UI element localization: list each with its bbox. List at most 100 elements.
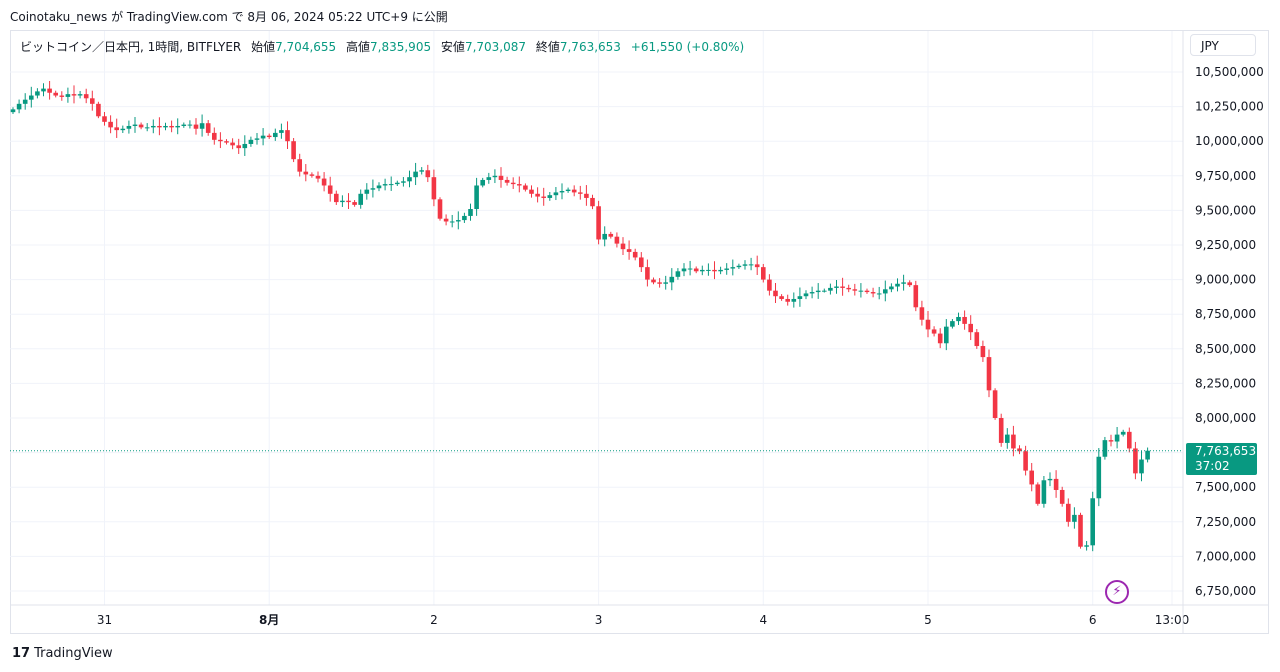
candle-body: [669, 276, 675, 283]
candle-body: [645, 267, 650, 280]
candle-body: [175, 125, 180, 128]
candle-body: [840, 286, 845, 288]
candle-body: [474, 185, 479, 210]
candle-body: [730, 267, 736, 269]
candle-body: [205, 123, 211, 133]
candle-body: [108, 121, 113, 128]
candle-body: [413, 171, 418, 178]
candle-body: [895, 283, 900, 287]
candle-body: [559, 191, 565, 193]
candle-body: [273, 132, 278, 138]
currency-button[interactable]: JPY: [1190, 34, 1256, 56]
candle-body: [144, 127, 150, 129]
candle-body: [224, 141, 229, 143]
candle-body: [712, 269, 717, 272]
candle-body: [614, 236, 620, 244]
candle-body: [797, 296, 803, 299]
y-tick-label: 9,250,000: [1195, 238, 1256, 252]
candle-body: [382, 184, 388, 186]
candle-body: [321, 178, 327, 186]
candle-body: [931, 329, 937, 334]
candle-body: [169, 125, 174, 128]
y-tick-label: 9,000,000: [1195, 273, 1256, 287]
candle-body: [791, 298, 797, 302]
candle-body: [126, 125, 132, 129]
y-tick-label: 7,000,000: [1195, 549, 1256, 563]
candle-body: [1029, 470, 1034, 485]
candle-body: [754, 264, 760, 268]
candle-body: [157, 125, 162, 128]
candle-body: [212, 132, 217, 140]
candle-body: [437, 199, 443, 219]
candle-body: [590, 197, 595, 207]
candle-body: [1145, 450, 1150, 460]
candle-body: [535, 193, 540, 197]
x-tick-label: 2: [430, 613, 438, 627]
open-value: 7,704,655: [275, 40, 337, 54]
candle-body: [22, 99, 28, 104]
candle-body: [10, 109, 16, 113]
candle-body: [1090, 498, 1095, 546]
lightning-bolt-icon[interactable]: ⚡: [1105, 580, 1129, 604]
y-tick-label: 8,500,000: [1195, 342, 1256, 356]
candle-body: [1127, 431, 1132, 449]
candle-body: [309, 174, 315, 176]
candle-body: [657, 282, 662, 284]
candle-body: [974, 332, 980, 347]
x-tick-label: 31: [97, 613, 112, 627]
candle-body: [248, 139, 254, 144]
y-tick-label: 10,000,000: [1195, 134, 1264, 148]
candle-body: [102, 116, 107, 122]
candle-body: [443, 218, 449, 222]
candle-body: [578, 192, 583, 194]
candle-body: [547, 195, 553, 198]
candle-body: [748, 264, 754, 266]
candle-body: [517, 184, 522, 186]
candle-body: [120, 128, 126, 131]
candle-body: [1114, 434, 1120, 442]
candle-body: [151, 125, 156, 128]
candle-body: [523, 185, 528, 190]
candle-body: [510, 182, 516, 185]
candle-body: [53, 92, 58, 96]
candle-body: [889, 286, 894, 290]
candle-body: [187, 124, 193, 126]
candle-body: [846, 287, 851, 290]
candle-body: [1066, 503, 1071, 522]
x-tick-label: 3: [595, 613, 603, 627]
candle-body: [132, 124, 138, 126]
candle-body: [956, 316, 961, 322]
bar-countdown: 37:02: [1195, 459, 1230, 473]
candle-body: [504, 179, 510, 183]
symbol-label[interactable]: ビットコイン／日本円, 1時間, BITFLYER: [20, 40, 242, 54]
candle-body: [1096, 456, 1102, 499]
candle-body: [925, 319, 931, 330]
candle-body: [431, 177, 437, 200]
candle-body: [870, 292, 876, 294]
candle-body: [584, 193, 589, 198]
x-tick-label: 6: [1089, 613, 1097, 627]
candle-body: [346, 200, 351, 203]
candle-body: [41, 88, 46, 92]
candle-body: [620, 243, 626, 250]
candle-body: [852, 289, 858, 291]
candle-body: [193, 124, 199, 129]
candle-body: [761, 267, 766, 280]
candle-body: [138, 124, 144, 128]
candle-body: [370, 188, 376, 190]
candle-body: [1072, 514, 1077, 522]
candle-body: [767, 279, 772, 291]
candle-body: [260, 135, 266, 139]
candle-body: [724, 268, 729, 270]
candle-body: [1041, 480, 1047, 504]
candle-body: [254, 138, 260, 140]
tradingview-logo-icon: 17: [12, 646, 31, 661]
candle-body: [77, 94, 83, 96]
candle-body: [815, 290, 821, 293]
candle-body: [1133, 448, 1138, 474]
candle-body: [230, 142, 235, 146]
chart-frame: [10, 30, 1269, 634]
candle-body: [718, 269, 723, 272]
candle-body: [858, 290, 864, 292]
